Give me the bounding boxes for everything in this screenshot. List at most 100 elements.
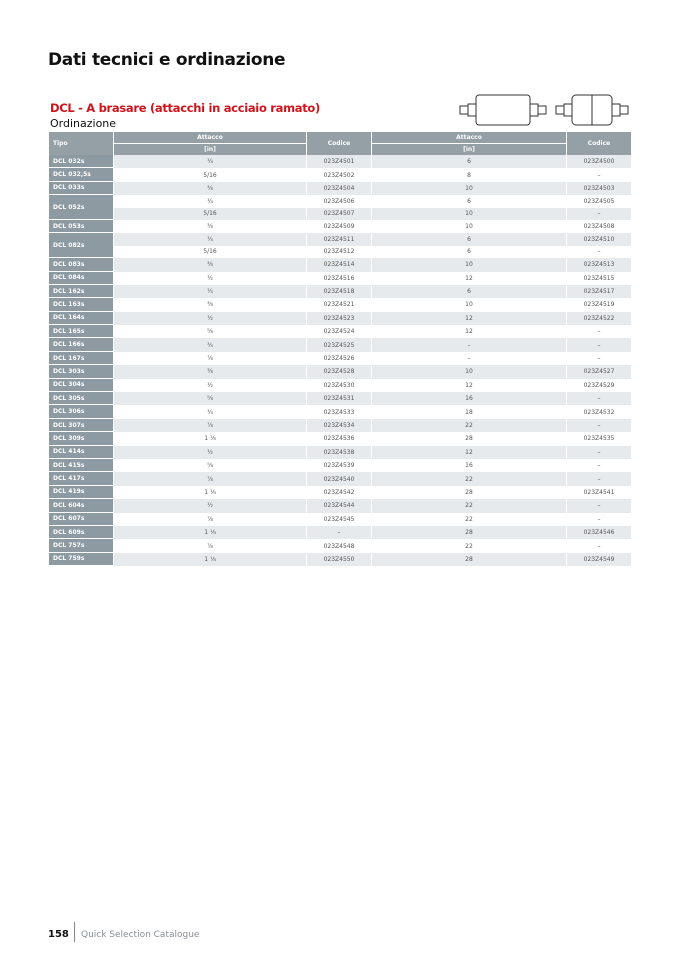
cell-tipo: DCL 083s xyxy=(49,258,113,272)
cell-tipo: DCL 053s xyxy=(49,219,113,234)
cell-code1: 023Z4526 xyxy=(323,355,355,363)
header-tipo: Tipo xyxy=(49,132,113,155)
cell-mm: 18 xyxy=(465,408,473,416)
cell-tipo: DCL 307s xyxy=(49,418,113,433)
cell-in: 1 ⅛ xyxy=(114,552,306,567)
cell-tipo: DCL 303s xyxy=(49,365,113,379)
cell-mm: 22 xyxy=(372,418,566,433)
header-codice-2: Codice xyxy=(567,132,631,155)
page-number: 158 xyxy=(48,929,69,940)
cell-code1: 023Z4523 xyxy=(307,311,371,326)
cell-code2: – xyxy=(567,418,631,433)
cell-code2: 023Z4510 xyxy=(567,233,631,246)
cell-tipo: DCL 604s xyxy=(49,499,113,513)
cell-code1: 023Z4528 xyxy=(307,365,371,379)
cell-code2: – xyxy=(567,392,631,406)
cell-tipo: DCL 084s xyxy=(49,271,113,285)
cell-code1: 023Z4545 xyxy=(323,515,355,523)
cell-in: ¼ xyxy=(114,155,306,169)
table-row: DCL 084s ½ 023Z4516 12 023Z4515 xyxy=(49,271,631,285)
cell-tipo: DCL 162s xyxy=(49,284,113,299)
cell-code2: 023Z4549 xyxy=(567,552,631,567)
cell-in: ⅝ xyxy=(207,462,213,470)
cell-code1: 023Z4518 xyxy=(307,284,371,299)
table-row: DCL 164s ½ 023Z4523 12 023Z4522 xyxy=(49,311,631,326)
table-row: DCL 304s ½ 023Z4530 12 023Z4529 xyxy=(49,378,631,393)
cell-mm: 10 xyxy=(465,301,473,309)
cell-in: ¼ xyxy=(207,197,213,205)
cell-mm: 6 xyxy=(372,284,566,299)
cell-tipo: DCL 164s xyxy=(49,311,113,326)
cell-in: 5/16 xyxy=(203,171,217,179)
cell-in: ⅞ xyxy=(114,418,306,433)
cell-tipo: DCL 163s xyxy=(49,298,113,312)
cell-code2: – xyxy=(567,499,631,513)
cell-mm: 10 xyxy=(372,258,566,272)
cell-mm: 12 xyxy=(465,381,473,389)
cell-code2: – xyxy=(597,328,601,336)
cell-in: ⅝ xyxy=(114,392,306,406)
cell-tipo: DCL 305s xyxy=(49,392,113,406)
cell-code2: – xyxy=(597,542,601,550)
cell-mm: – xyxy=(467,355,471,363)
cell-in: ⅞ xyxy=(114,472,306,486)
cell-code2: 023Z4527 xyxy=(567,365,631,379)
table-row: DCL 033s ⅜ 023Z4504 10 023Z4503 xyxy=(49,181,631,196)
cell-in: 1 ⅛ xyxy=(204,488,216,496)
cell-tipo: DCL 419s xyxy=(49,485,113,500)
table-row: DCL 306s ¾ 023Z4533 18 023Z4532 xyxy=(49,405,631,419)
cell-code1: 023Z4533 xyxy=(323,408,355,416)
table-row: DCL 604s ½ 023Z4544 22– xyxy=(49,499,631,513)
cell-in: ½ xyxy=(114,311,306,326)
cell-code1: – xyxy=(307,525,371,540)
cell-code2: 023Z4519 xyxy=(583,301,615,309)
table-row: DCL 609s 1 ⅛ –28 023Z4546 xyxy=(49,525,631,540)
cell-code2: 023Z4508 xyxy=(583,223,615,231)
table-row: DCL 415s ⅝ 023Z4539 16 – xyxy=(49,458,631,473)
product-heading: DCL - A brasare (attacchi in acciaio ram… xyxy=(50,101,320,115)
cell-in: ½ xyxy=(207,381,213,389)
cell-in: ⅞ xyxy=(207,542,213,550)
cell-code1: 023Z4544 xyxy=(307,499,371,513)
cell-code2: – xyxy=(597,248,601,256)
table-row: DCL 162s ¼ 023Z4518 6 023Z4517 xyxy=(49,284,631,299)
cell-in: 5/16 xyxy=(114,207,306,220)
table-row: 5/16 023Z4512 6 – xyxy=(49,246,631,258)
table-row: DCL 307s ⅞ 023Z4534 22– xyxy=(49,418,631,433)
cell-in: ⅜ xyxy=(114,258,306,272)
cell-mm: 12 xyxy=(465,274,473,282)
cell-code2: 023Z4522 xyxy=(567,311,631,326)
cell-tipo: DCL 052s xyxy=(49,195,113,220)
page-title: Dati tecnici e ordinazione xyxy=(48,50,286,70)
cell-code2: 023Z4500 xyxy=(567,155,631,169)
cell-mm: 6 xyxy=(467,248,471,256)
cell-code1: 023Z4548 xyxy=(323,542,355,550)
table-row: DCL 419s 1 ⅛ 023Z4542 28 023Z4541 xyxy=(49,485,631,500)
cell-code1: 023Z4507 xyxy=(307,207,371,220)
cell-code1: 023Z4512 xyxy=(323,248,355,256)
cell-in: 1 ⅛ xyxy=(204,435,216,443)
cell-mm: 6 xyxy=(372,155,566,169)
footer-catalogue-title: Quick Selection Catalogue xyxy=(81,930,200,940)
table-row: DCL 163s ⅜ 023Z4521 10 023Z4519 xyxy=(49,298,631,312)
cell-in: ⅞ xyxy=(207,355,213,363)
cell-code2: – xyxy=(597,355,601,363)
cell-in: ⅜ xyxy=(207,301,213,309)
cell-tipo: DCL 032,5s xyxy=(49,168,113,182)
cell-code2: 023Z4541 xyxy=(583,488,615,496)
cell-in: ⅜ xyxy=(207,223,213,231)
cell-tipo: DCL 415s xyxy=(49,458,113,473)
cell-mm: 22 xyxy=(372,472,566,486)
cell-code1: 023Z4531 xyxy=(307,392,371,406)
header-attacco-1: Attacco xyxy=(114,132,306,143)
cell-code1: 023Z4530 xyxy=(323,381,355,389)
cell-mm: 28 xyxy=(372,525,566,540)
cell-code1: 023Z4501 xyxy=(307,155,371,169)
cell-code1: 023Z4516 xyxy=(323,274,355,282)
cell-in: ¾ xyxy=(114,338,306,352)
cell-code1: 023Z4504 xyxy=(307,181,371,196)
cell-mm: 22 xyxy=(465,542,473,550)
cell-code2: – xyxy=(567,472,631,486)
cell-in: 1 ⅛ xyxy=(114,525,306,540)
cell-in: ¼ xyxy=(114,233,306,246)
